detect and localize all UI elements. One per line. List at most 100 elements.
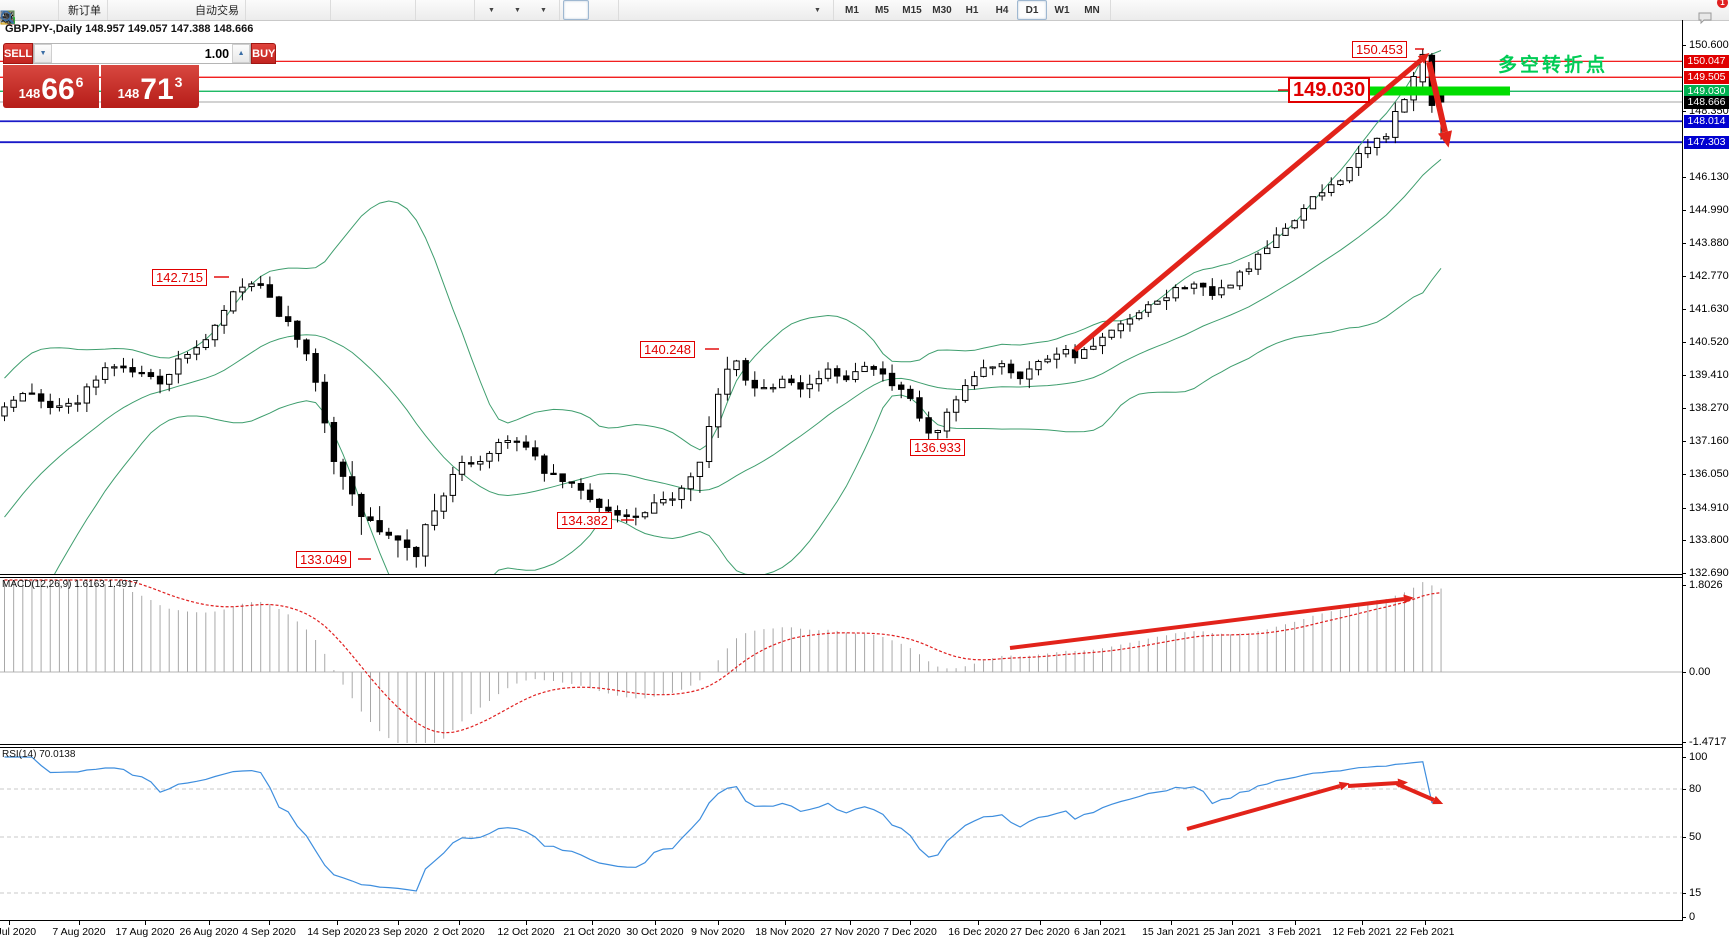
auto-trading-button-button[interactable]: 自动交易 <box>1 0 242 22</box>
date-label: 22 Feb 2021 <box>1395 926 1455 938</box>
date-label: 2 Oct 2020 <box>433 926 485 938</box>
chevron-down-icon: ▼ <box>514 6 521 14</box>
chart-bottom-border <box>0 920 1682 921</box>
price-tick <box>1682 309 1686 310</box>
trend-arrow[interactable] <box>1073 58 1423 352</box>
ask-price-button[interactable]: 148 71 3 <box>101 65 199 108</box>
date-label: 30 Oct 2020 <box>626 926 684 938</box>
macd-indicator-pane[interactable] <box>0 577 1682 745</box>
search-button[interactable] <box>0 0 1697 25</box>
horizontal-line-tool-button[interactable] <box>1 0 674 20</box>
chart-shift-icon-button[interactable] <box>0 0 471 23</box>
price-tick <box>1682 441 1686 442</box>
trend-arrow[interactable] <box>1426 61 1448 133</box>
trend-arrow[interactable] <box>1186 784 1341 831</box>
price-tick <box>1682 177 1686 178</box>
bid-price-button[interactable]: 148 66 6 <box>3 65 99 108</box>
timeframe-H4[interactable]: H4 <box>995 4 1009 16</box>
price-tick-label: 150.600 <box>1689 39 1729 51</box>
trendline-tool-button[interactable] <box>1 0 700 23</box>
tile-windows-icon-button[interactable] <box>0 0 412 25</box>
price-level-badge: 149.030 <box>1684 85 1729 98</box>
pane-separator[interactable] <box>0 744 1682 745</box>
cursor-tool-button[interactable] <box>4 0 589 24</box>
timeframe-M30[interactable]: M30 <box>932 4 952 16</box>
trend-arrow[interactable] <box>1347 781 1399 788</box>
price-callout-label[interactable]: 150.453 <box>1352 41 1407 58</box>
rsi-indicator-pane[interactable] <box>0 747 1682 920</box>
price-callout-label[interactable]: 136.933 <box>910 439 965 456</box>
date-label: 7 Aug 2020 <box>52 926 106 938</box>
fibonacci-tool-button[interactable]: F <box>1 0 752 25</box>
main-price-chart[interactable] <box>0 20 1682 575</box>
signals-icon-button[interactable] <box>2 0 189 23</box>
chart-title-ohlc: GBPJPY-,Daily 148.957 149.057 147.388 14… <box>5 23 254 35</box>
date-label: 9 Nov 2020 <box>691 926 745 938</box>
timeframe-D1[interactable]: D1 <box>1017 0 1047 20</box>
vertical-line-tool-button[interactable] <box>6 0 648 23</box>
timeframe-MN[interactable]: MN <box>1084 4 1100 16</box>
sell-button[interactable]: SELL <box>3 43 34 64</box>
price-level-badge: 150.047 <box>1684 55 1729 68</box>
date-tick <box>398 921 399 925</box>
date-tick <box>145 921 146 925</box>
line-chart-icon-button[interactable] <box>0 0 327 22</box>
pane-separator <box>0 747 1682 748</box>
templates-dropdown-button[interactable]: ▼ <box>1 0 556 22</box>
volume-increase-button[interactable]: ▲ <box>232 44 251 63</box>
zoom-out-icon-button[interactable] <box>1 0 386 24</box>
buy-button[interactable]: BUY <box>251 43 277 64</box>
text-tool-button[interactable]: A <box>4 0 778 24</box>
auto-arrange-icon-button[interactable] <box>0 0 445 23</box>
chart-preview-icon-button[interactable] <box>0 0 55 25</box>
price-tick <box>1682 276 1686 277</box>
notifications-button[interactable]: 1 <box>1697 0 1728 25</box>
price-tick <box>1682 210 1686 211</box>
label-tool-button[interactable]: T <box>1 0 804 24</box>
shapes-dropdown-button[interactable]: ▼ <box>0 0 830 24</box>
trend-arrow[interactable] <box>1396 782 1435 802</box>
date-tick <box>655 921 656 925</box>
zoom-in-icon-button[interactable] <box>1 0 360 24</box>
pane-separator[interactable] <box>0 574 1682 575</box>
chinese-annotation[interactable]: 多空转折点 <box>1498 55 1609 76</box>
price-callout-label[interactable]: 142.715 <box>152 269 207 286</box>
bid-main: 66 <box>41 73 75 106</box>
timeframe-M15[interactable]: M15 <box>902 4 922 16</box>
bar-chart-icon-button[interactable] <box>1 0 275 22</box>
price-tick-label: 134.910 <box>1689 502 1729 514</box>
new-order-button-button[interactable]: 新订单 <box>0 0 104 24</box>
indicators-dropdown-button[interactable]: ▼ <box>0 0 504 24</box>
price-callout-label[interactable]: 133.049 <box>296 551 351 568</box>
price-callout-label[interactable]: 134.382 <box>557 512 612 529</box>
price-callout-label[interactable]: 140.248 <box>640 341 695 358</box>
ask-pip: 3 <box>174 74 183 90</box>
timeframe-W1[interactable]: W1 <box>1054 4 1070 16</box>
date-tick <box>718 921 719 925</box>
date-tick <box>1100 921 1101 925</box>
timeframe-M5[interactable]: M5 <box>875 4 889 16</box>
date-tick <box>592 921 593 925</box>
periods-dropdown-button[interactable]: ▼ <box>0 0 530 24</box>
chevron-down-icon: ▼ <box>488 6 495 14</box>
date-label: 15 Jan 2021 <box>1142 926 1200 938</box>
volume-input[interactable] <box>52 44 233 63</box>
date-tick <box>785 921 786 925</box>
price-callout-label[interactable]: 149.030 <box>1288 77 1371 103</box>
macd-label: MACD(12,26,9) 1.6163 1.4917 <box>2 579 139 590</box>
timeframe-H1[interactable]: H1 <box>965 4 979 16</box>
market-watch-icon-button[interactable] <box>0 0 163 24</box>
crosshair-tool-button[interactable] <box>1 0 615 23</box>
ask-prefix: 148 <box>117 86 140 101</box>
timeframe-M1[interactable]: M1 <box>845 4 859 16</box>
candlestick-chart-icon-button[interactable] <box>2 0 301 23</box>
chevron-down-icon: ▼ <box>814 6 821 14</box>
date-label: 12 Feb 2021 <box>1332 926 1392 938</box>
volume-decrease-button[interactable]: ▼ <box>34 44 53 63</box>
history-center-icon-button[interactable] <box>2 0 137 24</box>
price-level-badge: 148.014 <box>1684 115 1729 128</box>
date-label: 21 Oct 2020 <box>563 926 621 938</box>
trend-arrow[interactable] <box>1009 597 1405 650</box>
channel-tool-button[interactable]: E <box>0 0 726 25</box>
